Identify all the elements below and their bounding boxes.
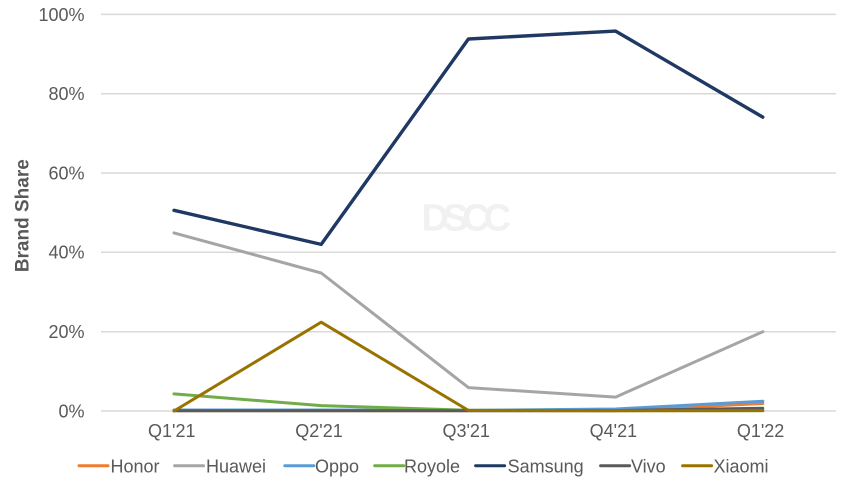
svg-text:Q1'22: Q1'22: [737, 421, 784, 441]
svg-text:0%: 0%: [58, 401, 84, 421]
svg-text:Q1'21: Q1'21: [148, 421, 195, 441]
svg-text:Samsung: Samsung: [508, 456, 584, 476]
svg-text:Q2'21: Q2'21: [295, 421, 342, 441]
svg-text:Huawei: Huawei: [206, 456, 266, 476]
svg-text:Royole: Royole: [404, 456, 460, 476]
svg-text:20%: 20%: [48, 322, 84, 342]
svg-text:Oppo: Oppo: [315, 456, 359, 476]
svg-text:Xiaomi: Xiaomi: [714, 456, 769, 476]
svg-text:Brand Share: Brand Share: [13, 159, 34, 272]
svg-text:Q4'21: Q4'21: [590, 421, 637, 441]
svg-text:DSCC: DSCC: [421, 198, 510, 240]
svg-text:Vivo: Vivo: [631, 456, 666, 476]
svg-text:60%: 60%: [48, 163, 84, 183]
svg-text:Q3'21: Q3'21: [442, 421, 489, 441]
svg-text:Honor: Honor: [111, 456, 160, 476]
svg-text:40%: 40%: [48, 243, 84, 263]
svg-text:100%: 100%: [38, 5, 84, 25]
svg-text:80%: 80%: [48, 84, 84, 104]
